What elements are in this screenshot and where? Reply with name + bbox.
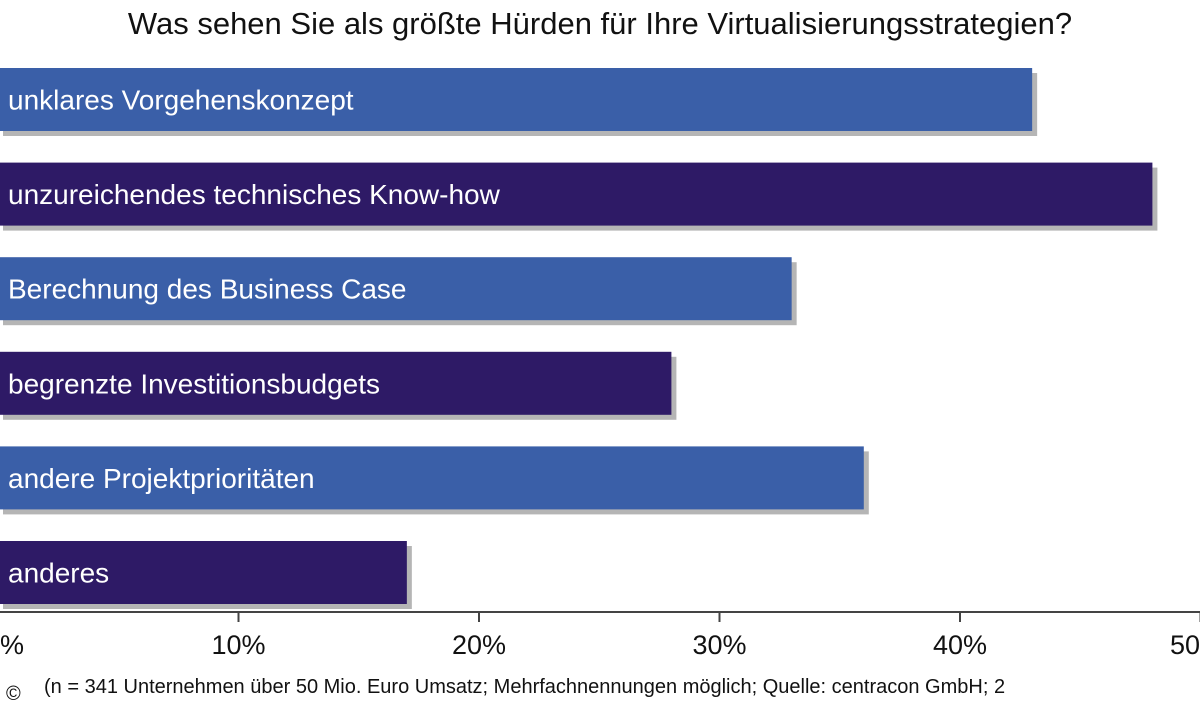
bar-6 (0, 541, 407, 604)
bar-label-4: begrenzte Investitionsbudgets (8, 368, 380, 399)
x-tick-label: 50 (1170, 630, 1200, 660)
footnote: (n = 341 Unternehmen über 50 Mio. Euro U… (44, 676, 1006, 698)
x-tick-label: 40% (933, 630, 987, 660)
copyright-symbol: © (6, 683, 21, 705)
bars-layer: unklares Vorgehenskonzept unzureichendes … (0, 68, 1158, 609)
bar-2 (0, 162, 1153, 226)
bar-label-2: unzureichendes technisches Know-how (8, 179, 501, 210)
x-axis: % 10% 20% 30% 40% 50 (0, 611, 1200, 660)
bar-label-5: andere Projektprioritäten (8, 463, 315, 494)
x-tick-label: % (0, 630, 24, 660)
chart-title: Was sehen Sie als größte Hürden für Ihre… (127, 6, 1073, 41)
x-tick-label: 30% (692, 630, 746, 660)
bar-label-6: anderes (8, 558, 109, 589)
bar-5 (0, 446, 864, 510)
bar-label-1: unklares Vorgehenskonzept (8, 85, 354, 116)
bar-chart: unklares Vorgehenskonzept unzureichendes … (0, 68, 1200, 660)
bar-1 (0, 68, 1033, 131)
bar-4 (0, 351, 672, 415)
x-tick-label: 20% (452, 630, 506, 660)
bar-3 (0, 257, 792, 321)
x-tick-label: 10% (211, 630, 265, 660)
bar-label-3: Berechnung des Business Case (8, 274, 406, 305)
